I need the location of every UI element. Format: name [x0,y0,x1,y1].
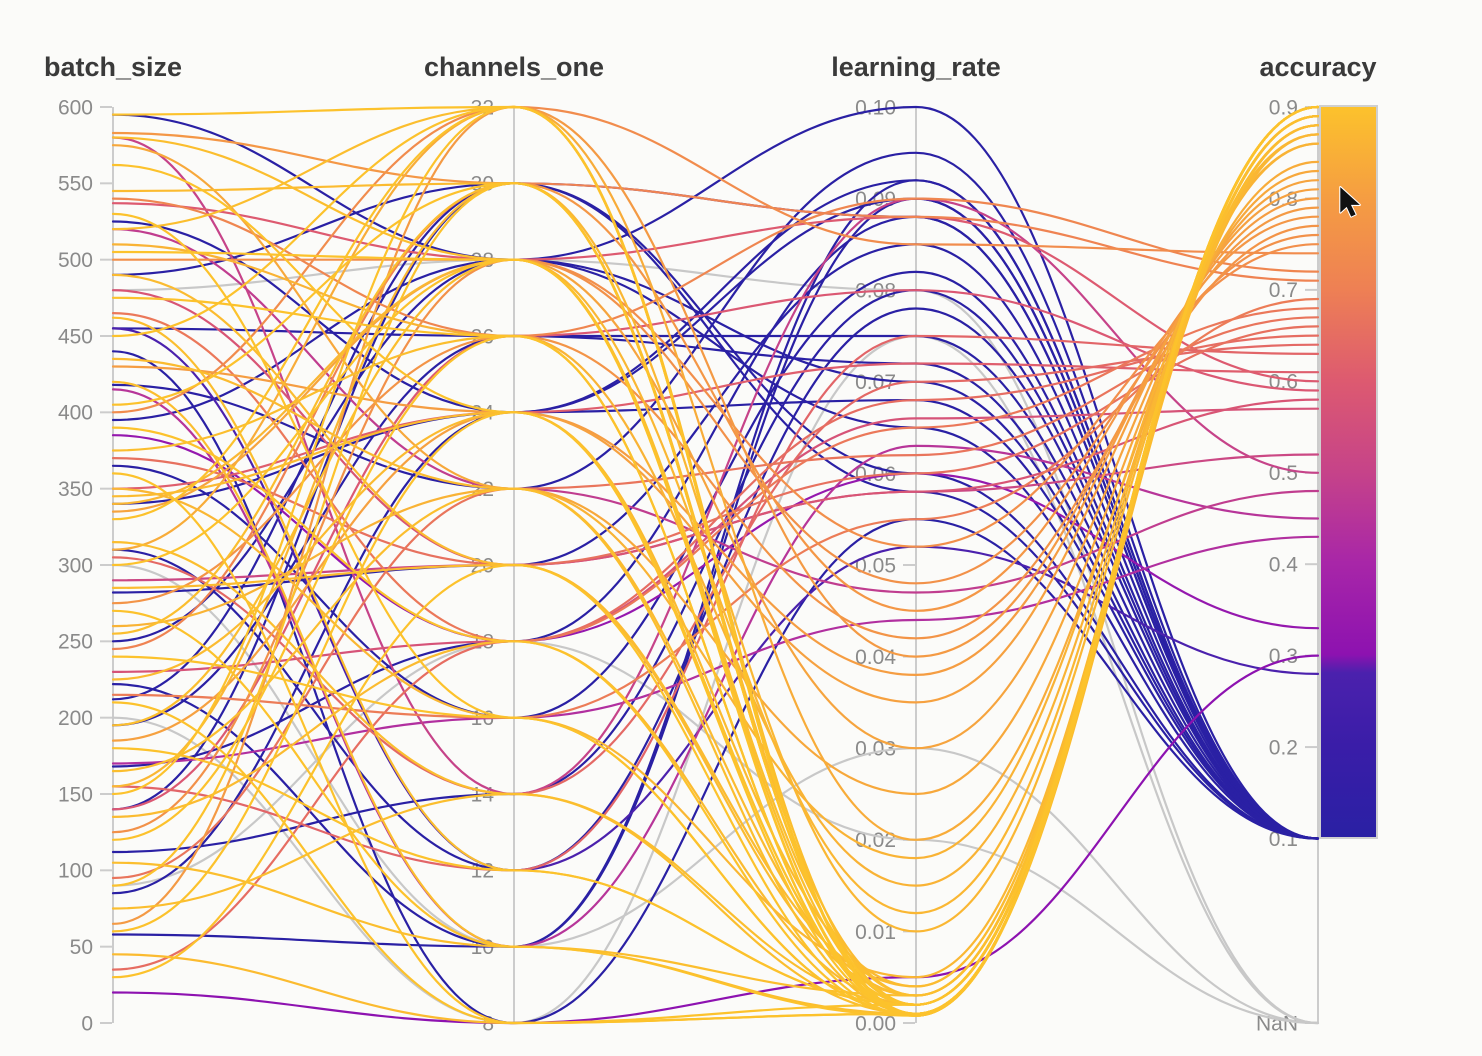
tick-label: 0 [81,1012,93,1035]
run-line [111,343,1320,796]
run-line [111,197,1320,677]
run-line [111,105,1320,1006]
run-line [111,197,1320,948]
tick-label: 0.7 [1269,279,1298,302]
run-line [111,325,1320,567]
run-line [111,142,1320,860]
run-line [111,105,1320,840]
tick-label: 0.10 [855,96,896,119]
run-line [111,327,1320,840]
tick-label: 0.01 [855,921,896,944]
run-line [111,202,1320,383]
tick-label: 200 [58,707,93,730]
tick-label-nan: NaN [1256,1012,1298,1035]
tick-label: 0.8 [1269,188,1298,211]
run-line [111,289,1320,811]
run-line [111,105,1320,1017]
tick-label: 100 [58,860,93,883]
run-lines-layer [111,105,1320,1025]
run-line [111,215,1320,840]
tick-label: 0.2 [1269,736,1298,759]
run-line [111,105,1320,841]
run-line [111,182,1320,840]
run-line [111,228,1320,594]
run-line [111,270,1320,840]
run-line [111,334,1320,840]
tick-label: 500 [58,249,93,272]
axis-title-channels-one: channels_one [423,52,605,82]
tick-label: 250 [58,631,93,654]
tick-label: 450 [58,325,93,348]
run-line [111,188,1320,742]
tick-label: 600 [58,96,93,119]
run-line [111,398,1320,895]
tick-label: 150 [58,783,93,806]
tick-label: 350 [58,478,93,501]
tick-label: 8 [482,1012,494,1035]
run-line [111,334,1320,971]
run-line [111,182,1320,651]
tick-label: 0.4 [1269,554,1299,577]
mouse-cursor-icon [1339,186,1361,218]
tick-label: 50 [70,936,93,959]
tick-label: 0.9 [1269,96,1298,119]
run-line [111,197,1320,338]
run-line [111,133,1320,915]
run-line [111,131,1320,612]
axis-title-learning-rate: learning_rate [831,52,1001,82]
tick-label: 550 [58,173,93,196]
run-line [111,136,1320,796]
tick-label: 300 [58,554,93,577]
axis-title-accuracy: accuracy [1259,52,1377,82]
run-line [111,334,1320,1025]
tick-label: 0.05 [855,554,896,577]
tick-label: 0.00 [855,1012,896,1035]
run-line [111,289,1320,854]
run-line [111,133,1320,933]
accuracy-colorbar [1319,105,1378,839]
run-line [111,151,1320,840]
tick-label: 400 [58,402,93,425]
axis-title-batch-size: batch_size [43,52,183,82]
run-line [111,179,1320,750]
run-line [111,243,1320,548]
